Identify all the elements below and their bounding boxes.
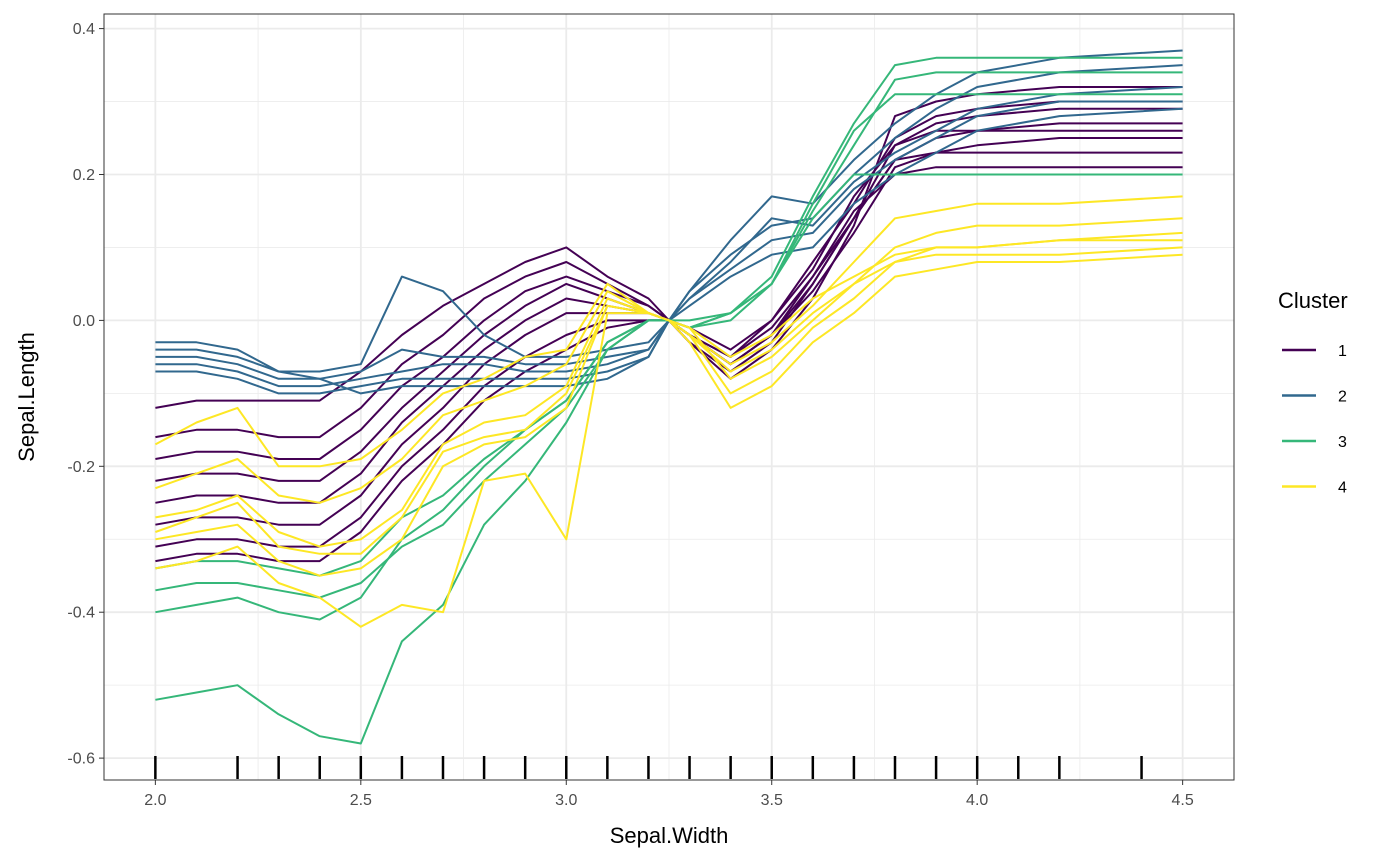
ice-line-cluster-4 (154, 231, 1183, 468)
x-tick-label: 2.5 (350, 792, 372, 809)
legend-label-2: 2 (1338, 389, 1347, 406)
ice-line-cluster-2 (155, 100, 1183, 388)
ice-line-cluster-1 (155, 151, 1183, 563)
legend-label-1: 1 (1338, 343, 1347, 360)
ice-line-cluster-3 (155, 93, 1183, 577)
y-axis: 0.4 0.2 0.0 -0.2 -0.4 -0.6 (67, 21, 104, 768)
y-tick-label: 0.0 (73, 313, 95, 330)
x-tick-label: 4.5 (1172, 792, 1194, 809)
y-axis-title: Sepal.Length (14, 332, 39, 462)
ice-lines (154, 49, 1183, 745)
ice-line-cluster-2 (155, 86, 1183, 380)
ice-line-cluster-2 (155, 49, 1183, 373)
ice-line-cluster-4 (155, 246, 1183, 555)
ice-line-cluster-2 (155, 107, 1183, 395)
legend-label-3: 3 (1338, 434, 1347, 451)
y-tick-label: 0.4 (73, 21, 95, 38)
x-tick-label: 3.5 (761, 792, 783, 809)
legend-label-4: 4 (1338, 480, 1347, 497)
y-tick-label: -0.4 (67, 605, 95, 622)
ice-line-cluster-2 (155, 64, 1183, 395)
legend: Cluster 1 2 3 4 (1278, 288, 1348, 497)
ice-line-cluster-4 (155, 239, 1183, 628)
plot-border (103, 13, 1235, 781)
y-tick-label: -0.2 (67, 459, 95, 476)
x-tick-label: 4.0 (966, 792, 988, 809)
y-tick-label: -0.6 (67, 751, 95, 768)
rug-marks (154, 756, 1143, 779)
ice-line-cluster-4 (155, 253, 1183, 504)
ice-line-cluster-1 (155, 129, 1183, 548)
ice-line-cluster-3 (155, 173, 1183, 745)
x-axis: 2.0 2.5 3.0 3.5 4.0 4.5 (144, 780, 1194, 809)
ice-line-cluster-4 (155, 217, 1183, 548)
legend-title: Cluster (1278, 288, 1348, 313)
x-axis-title: Sepal.Width (610, 823, 729, 848)
y-tick-label: 0.2 (73, 167, 95, 184)
x-tick-label: 2.0 (144, 792, 166, 809)
x-tick-label: 3.0 (555, 792, 577, 809)
grid-major (104, 14, 1234, 780)
